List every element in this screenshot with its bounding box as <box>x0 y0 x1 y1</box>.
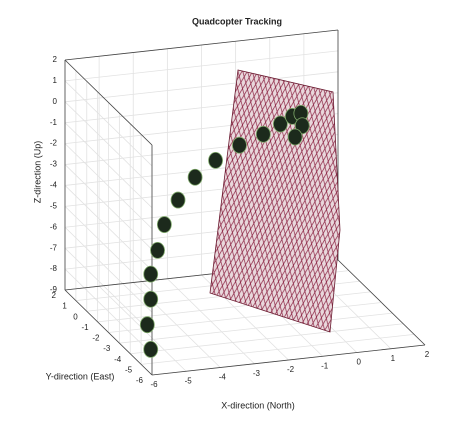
z-tick-label: -8 <box>50 264 58 273</box>
grid-line <box>64 247 153 334</box>
grid-line <box>64 143 153 229</box>
grid-line <box>141 333 415 365</box>
z-tick-label: -6 <box>50 222 58 231</box>
y-tick-label: -3 <box>103 344 111 353</box>
grid-line <box>64 80 153 167</box>
trajectory <box>139 104 310 358</box>
y-tick-label: -2 <box>92 334 100 343</box>
trajectory-point <box>150 241 165 259</box>
z-tick-label: -1 <box>50 118 58 127</box>
grid-line <box>64 226 153 313</box>
z-tick-label: 2 <box>53 55 58 64</box>
z-tick-label: 1 <box>53 76 58 85</box>
trajectory-point <box>139 316 155 334</box>
x-axis-label: X-direction (North) <box>221 400 295 410</box>
x-tick-label: -3 <box>253 369 261 378</box>
axis-edge <box>64 59 153 146</box>
trajectory-point <box>170 191 186 209</box>
grid-line <box>64 71 339 103</box>
x-tick-label: 2 <box>425 350 430 359</box>
y-tick-label: -4 <box>114 355 122 364</box>
z-tick-label: -9 <box>50 285 58 294</box>
trajectory-point <box>208 151 223 169</box>
trajectory-point <box>255 125 271 143</box>
target-plane <box>209 69 341 333</box>
trajectory-point <box>232 136 247 154</box>
axis-edge <box>151 344 426 376</box>
y-tick-label: -5 <box>125 365 133 374</box>
trajectory-point <box>272 115 288 133</box>
grid-line <box>64 268 153 355</box>
grid-line <box>64 50 339 82</box>
trajectory-point <box>143 265 159 283</box>
y-tick-label: 0 <box>73 312 78 321</box>
z-axis-label: Z-direction (Up) <box>32 141 42 204</box>
z-tick-label: -3 <box>50 160 58 169</box>
x-tick-label: -6 <box>150 380 158 389</box>
axis-edge <box>64 289 153 376</box>
y-axis-label: Y-direction (East) <box>46 371 115 381</box>
x-tick-label: -1 <box>321 361 329 370</box>
x-tick-label: -5 <box>185 376 193 385</box>
x-tick-label: 1 <box>391 354 396 363</box>
trajectory-point <box>143 290 159 308</box>
grid-line <box>64 101 153 188</box>
chart-title: Quadcopter Tracking <box>192 16 282 26</box>
z-tick-label: -5 <box>50 201 58 210</box>
trajectory-point <box>143 341 159 358</box>
grid-line <box>64 122 153 209</box>
trajectory-point <box>287 128 303 146</box>
z-tick-label: 0 <box>53 97 58 106</box>
grid-line <box>130 323 404 355</box>
x-tick-label: -2 <box>287 365 295 374</box>
y-tick-label: -6 <box>136 376 144 385</box>
grid-line <box>64 185 153 271</box>
grid-line <box>119 312 393 344</box>
trajectory-point <box>156 216 172 233</box>
x-tick-label: 0 <box>357 358 362 367</box>
z-tick-label: -7 <box>50 243 58 252</box>
grid-line <box>64 206 153 292</box>
z-tick-label: -2 <box>50 139 58 148</box>
axis-edge <box>337 259 426 346</box>
y-tick-label: 2 <box>52 291 57 300</box>
grid-line <box>64 164 153 250</box>
axis-edge <box>64 29 339 61</box>
z-tick-label: -4 <box>50 181 58 190</box>
y-tick-label: 1 <box>62 302 67 311</box>
y-tick-label: -1 <box>82 323 90 332</box>
trajectory-point <box>187 168 203 186</box>
x-tick-label: -4 <box>219 373 227 382</box>
